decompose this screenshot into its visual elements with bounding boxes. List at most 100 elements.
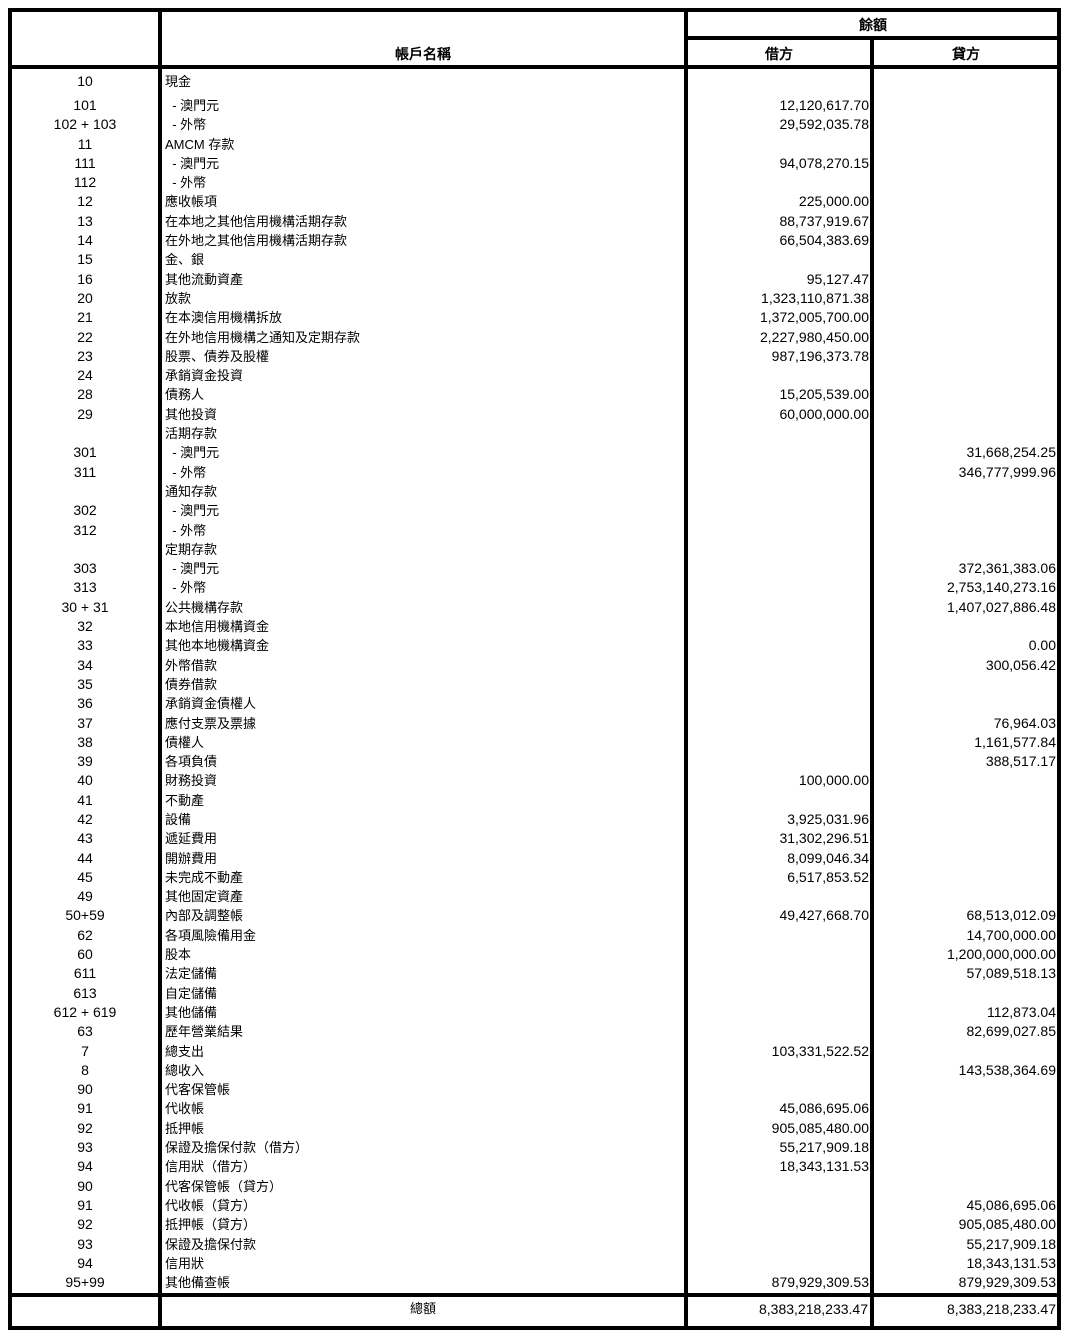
- divider-code-name: [158, 10, 162, 1328]
- account-code: 34: [77, 656, 93, 673]
- table-row: 7 總支出 103,331,522.52: [12, 1042, 1057, 1061]
- table-row: 13 在本地之其他信用機構活期存款 88,737,919.67: [12, 212, 1057, 231]
- account-name: 在外地之其他信用機構活期存款: [165, 233, 348, 249]
- table-row: 10 現金: [12, 72, 1057, 96]
- table-row: 活期存款: [12, 424, 1057, 443]
- account-code: 38: [77, 733, 93, 750]
- table-row: 92 抵押帳（貸方） 905,085,480.00: [12, 1215, 1057, 1234]
- account-name: - 澳門元: [165, 445, 220, 461]
- credit-amount: 1,161,577.84: [974, 733, 1056, 750]
- table-row: 63 歷年營業結果 82,699,027.85: [12, 1022, 1057, 1041]
- account-code: 45: [77, 868, 93, 885]
- account-name: 股本: [165, 947, 192, 963]
- table-row: 24 承銷資金投資: [12, 366, 1057, 385]
- table-row: 22 在外地信用機構之通知及定期存款 2,227,980,450.00: [12, 328, 1057, 347]
- table-row: 91 代收帳（貸方） 45,086,695.06: [12, 1196, 1057, 1215]
- table-row: 32 本地信用機構資金: [12, 617, 1057, 636]
- table-row: 通知存款: [12, 482, 1057, 501]
- account-name: 代收帳（貸方）: [165, 1197, 257, 1213]
- debit-amount: 225,000.00: [798, 193, 869, 210]
- table-row: 95+99 其他備查帳 879,929,309.53 879,929,309.53: [12, 1273, 1057, 1292]
- table-row: 62 各項風險備用金 14,700,000.00: [12, 926, 1057, 945]
- account-code: 63: [77, 1023, 93, 1040]
- account-name: 抵押帳: [165, 1120, 205, 1136]
- account-name: 各項負債: [165, 754, 218, 770]
- account-name: 歷年營業結果: [165, 1024, 244, 1040]
- table-row: 301 - 澳門元 31,668,254.25: [12, 443, 1057, 462]
- account-code: 94: [77, 1158, 93, 1175]
- account-name: 設備: [165, 811, 192, 827]
- account-name: 抵押帳（貸方）: [165, 1217, 257, 1233]
- account-code: 43: [77, 830, 93, 847]
- debit-amount: 8,099,046.34: [787, 849, 869, 866]
- account-name: 放款: [165, 290, 192, 306]
- debit-amount: 95,127.47: [806, 270, 869, 287]
- account-code: 12: [77, 193, 93, 210]
- account-name: 代收帳: [165, 1101, 205, 1117]
- account-name: 定期存款: [165, 541, 218, 557]
- account-code: 44: [77, 849, 93, 866]
- account-name: 不動產: [165, 792, 205, 808]
- account-name: 代客保管帳: [165, 1082, 231, 1098]
- table-row: 90 代客保管帳（貸方）: [12, 1177, 1057, 1196]
- account-name: 遞延費用: [165, 831, 218, 847]
- table-row: 21 在本澳信用機構拆放 1,372,005,700.00: [12, 308, 1057, 327]
- table-row: 102 + 103 - 外幣 29,592,035.78: [12, 115, 1057, 134]
- debit-amount: 987,196,373.78: [771, 347, 869, 364]
- account-code: 36: [77, 695, 93, 712]
- debit-amount: 103,331,522.52: [771, 1042, 869, 1059]
- table-row: 93 保證及擔保付款 55,217,909.18: [12, 1235, 1057, 1254]
- account-name: - 外幣: [165, 117, 207, 133]
- account-name: 內部及調整帳: [165, 908, 244, 924]
- table-row: 41 不動產: [12, 791, 1057, 810]
- credit-amount: 346,777,999.96: [958, 463, 1056, 480]
- account-code: 37: [77, 714, 93, 731]
- debit-amount: 45,086,695.06: [779, 1100, 869, 1117]
- debit-amount: 1,323,110,871.38: [761, 289, 869, 306]
- account-code: 311: [73, 463, 97, 480]
- divider-name-debit: [684, 10, 688, 1328]
- account-code: 91: [77, 1196, 93, 1213]
- account-code: 14: [77, 232, 93, 249]
- account-code: 33: [77, 637, 93, 654]
- table-row: 303 - 澳門元 372,361,383.06: [12, 559, 1057, 578]
- account-name: 承銷資金債權人: [165, 696, 257, 712]
- account-code: 41: [77, 791, 93, 808]
- account-code: 93: [77, 1235, 93, 1252]
- account-name: 債權人: [165, 734, 205, 750]
- credit-amount: 1,200,000,000.00: [947, 946, 1056, 963]
- account-name: 活期存款: [165, 426, 218, 442]
- account-code: 94: [77, 1254, 93, 1271]
- account-code: 35: [77, 675, 93, 692]
- table-row: 312 - 外幣: [12, 521, 1057, 540]
- table-row: 23 股票、債券及股權 987,196,373.78: [12, 347, 1057, 366]
- account-name: 公共機構存款: [165, 599, 244, 615]
- account-code: 101: [73, 97, 97, 113]
- account-name: 在本澳信用機構拆放: [165, 310, 283, 326]
- header-debit: 借方: [765, 46, 793, 62]
- table-row: 60 股本 1,200,000,000.00: [12, 945, 1057, 964]
- account-name: 債務人: [165, 387, 205, 403]
- table-row: 302 - 澳門元: [12, 501, 1057, 520]
- account-name: - 外幣: [165, 580, 207, 596]
- debit-amount: 3,925,031.96: [787, 810, 869, 827]
- table-row: 37 應付支票及票據 76,964.03: [12, 714, 1057, 733]
- debit-amount: 12,120,617.70: [779, 97, 869, 113]
- account-name: 保證及擔保付款: [165, 1236, 257, 1252]
- table-row: 29 其他投資 60,000,000.00: [12, 405, 1057, 424]
- credit-amount: 55,217,909.18: [966, 1235, 1056, 1252]
- debit-amount: 60,000,000.00: [779, 405, 869, 422]
- debit-amount: 6,517,853.52: [787, 868, 869, 885]
- debit-amount: 31,302,296.51: [779, 830, 869, 847]
- account-name: 法定儲備: [165, 966, 218, 982]
- debit-amount: 18,343,131.53: [779, 1158, 869, 1175]
- account-code: 91: [77, 1100, 93, 1117]
- account-name: 外幣借款: [165, 657, 218, 673]
- table-row: 45 未完成不動產 6,517,853.52: [12, 868, 1057, 887]
- credit-amount: 388,517.17: [985, 753, 1056, 770]
- credit-amount: 18,343,131.53: [966, 1254, 1056, 1271]
- account-name: - 澳門元: [165, 561, 220, 577]
- account-name: 承銷資金投資: [165, 368, 244, 384]
- debit-amount: 100,000.00: [798, 772, 869, 789]
- debit-amount: 94,078,270.15: [779, 154, 869, 171]
